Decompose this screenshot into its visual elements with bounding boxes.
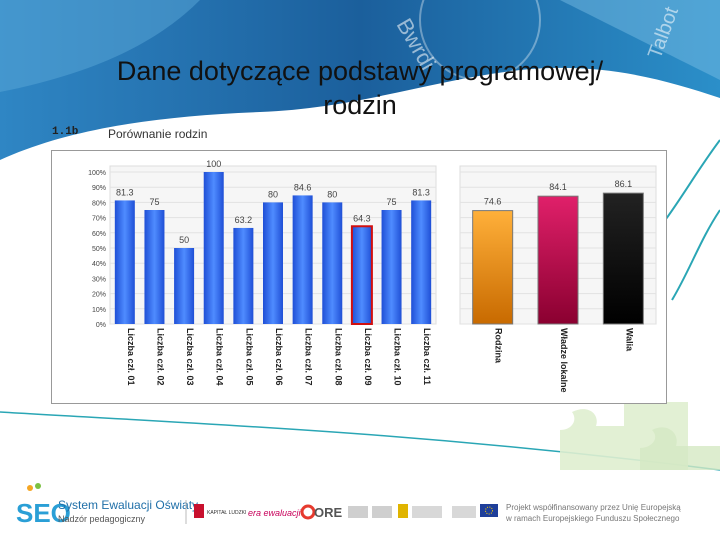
x-tick-label: Liczba czł. 04 xyxy=(215,328,225,386)
chart-svg: 0% 10% 20% 30% 40% 50% 60% 70% 80% 90% 100% 81.3 Lic… xyxy=(88,159,657,393)
bar xyxy=(144,210,165,324)
data-label: 75 xyxy=(387,197,397,207)
chart-title: Porównanie rodzin xyxy=(108,127,208,141)
ore-logo-icon xyxy=(300,504,316,520)
data-label: 80 xyxy=(268,189,278,199)
chart-container: 0% 10% 20% 30% 40% 50% 60% 70% 80% 90% 100% 81.3 Lic… xyxy=(51,150,667,404)
slide-title: Dane dotyczące podstawy programowej/ rod… xyxy=(60,54,660,122)
eu-flag-icon xyxy=(480,504,498,517)
y-tick-label: 10% xyxy=(92,307,106,314)
x-tick-label: Liczba czł. 07 xyxy=(304,328,314,386)
x-tick-label: Liczba czł. 11 xyxy=(422,328,432,385)
bar xyxy=(322,202,343,324)
eu-fund-logo-icon xyxy=(452,506,476,518)
seo-logo-dot-icon xyxy=(27,485,33,491)
x-tick-label: Walia xyxy=(624,328,634,352)
data-label: 100 xyxy=(206,159,221,169)
y-tick-label: 40% xyxy=(92,261,106,268)
slide-title-line-2: rodzin xyxy=(323,90,397,120)
data-label: 75 xyxy=(149,197,159,207)
eu-flag-stars-icon xyxy=(485,506,493,515)
data-label: 84.1 xyxy=(549,182,567,192)
slide-title-line-1: Dane dotyczące podstawy programowej/ xyxy=(116,56,604,86)
x-tick-label: Liczba czł. 03 xyxy=(185,328,195,386)
x-tick-label: Liczba czł. 08 xyxy=(333,328,343,386)
header-wave-right xyxy=(560,0,720,80)
x-tick-label: Liczba czł. 05 xyxy=(244,328,254,386)
data-label: 50 xyxy=(179,235,189,245)
ministry-2-logo-icon xyxy=(372,506,392,518)
bar xyxy=(114,200,135,324)
footer-system-sub: Nadzór pedagogiczny xyxy=(58,514,146,524)
y-tick-label: 70% xyxy=(92,216,106,223)
header-ring xyxy=(419,0,541,81)
data-label: 84.6 xyxy=(294,182,312,192)
header-wave-light xyxy=(0,0,200,92)
y-tick-label: 50% xyxy=(92,246,106,253)
bar xyxy=(602,192,644,325)
footer-project-line-1: Projekt współfinansowany przez Unię Euro… xyxy=(506,503,681,512)
footer-project-line-2: w ramach Europejskiego Funduszu Społeczn… xyxy=(505,514,680,523)
x-tick-label: Liczba czł. 06 xyxy=(274,328,284,386)
header-wave xyxy=(0,0,720,160)
y-tick-label: 80% xyxy=(92,200,106,207)
y-tick-label: 90% xyxy=(92,185,106,192)
data-label: 81.3 xyxy=(412,187,430,197)
footer-partner-1: KAPITAŁ LUDZKI xyxy=(207,510,246,516)
data-label: 86.1 xyxy=(615,179,633,189)
data-label: 64.3 xyxy=(353,213,371,223)
ministry-logo-icon xyxy=(348,506,368,518)
footer-system-name: System Ewaluacji Oświaty xyxy=(58,498,198,512)
x-tick-label: Liczba czł. 10 xyxy=(393,328,403,386)
seo-logo-text: SEO xyxy=(16,498,71,528)
y-tick-label: 0% xyxy=(96,322,106,329)
x-tick-label: Liczba czł. 09 xyxy=(363,328,373,386)
university-text-logo-icon xyxy=(412,506,442,518)
footer: SEO System Ewaluacji Oświaty Nadzór peda… xyxy=(16,483,681,528)
footer-partner-2: era ewaluacji xyxy=(248,508,302,518)
bar xyxy=(174,248,195,324)
seo-logo-dot-icon-2 xyxy=(35,483,41,489)
x-tick-label: Liczba czł. 02 xyxy=(155,328,165,386)
bar xyxy=(411,200,432,324)
y-tick-label: 20% xyxy=(92,292,106,299)
kapital-ludzki-logo-icon xyxy=(194,504,204,518)
university-logo-icon xyxy=(398,504,408,518)
bar xyxy=(350,225,373,325)
bar xyxy=(472,210,514,325)
x-tick-label: Liczba czł. 01 xyxy=(126,328,136,386)
data-label: 80 xyxy=(327,189,337,199)
bar xyxy=(381,210,402,324)
footer-partner-3: ORE xyxy=(314,505,343,520)
x-tick-label: Władze lokalne xyxy=(559,328,569,393)
data-label: 63.2 xyxy=(235,215,253,225)
y-tick-label: 100% xyxy=(88,170,106,177)
data-label: 74.6 xyxy=(484,197,502,207)
y-tick-label: 60% xyxy=(92,231,106,238)
teal-curve-right-2 xyxy=(671,209,720,301)
x-tick-label: Rodzina xyxy=(494,328,504,364)
chart-code: 1.1b xyxy=(52,126,79,138)
bar xyxy=(537,195,579,325)
bar xyxy=(263,202,283,324)
y-tick-label: 30% xyxy=(92,276,106,283)
seo-logo: SEO xyxy=(16,483,71,528)
bar xyxy=(292,195,313,324)
bar xyxy=(203,172,224,324)
puzzle-decoration-2 xyxy=(640,427,720,470)
bar xyxy=(233,227,254,324)
data-label: 81.3 xyxy=(116,187,134,197)
